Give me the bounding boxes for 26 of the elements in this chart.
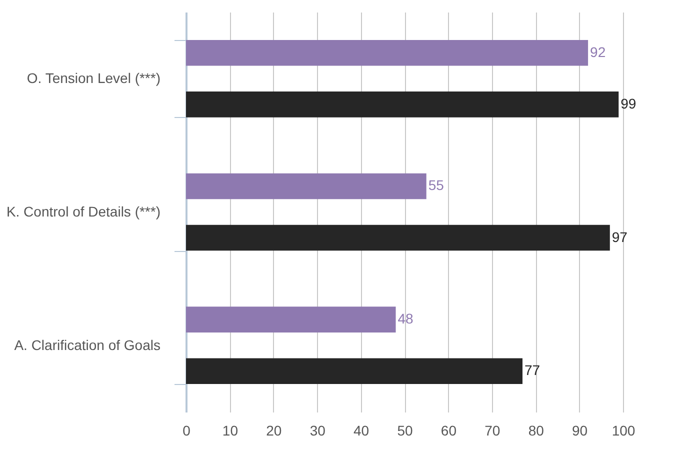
bar <box>186 92 619 118</box>
y-tick-label: K. Control of Details (***) <box>6 204 160 220</box>
x-tick-label: 80 <box>528 422 544 438</box>
bar <box>186 173 426 200</box>
data-label: 77 <box>524 362 540 378</box>
data-label: 92 <box>590 44 606 60</box>
x-tick-label: 0 <box>182 422 191 438</box>
data-label: 97 <box>612 228 628 245</box>
data-label: 48 <box>398 310 414 327</box>
x-tick-label: 20 <box>266 422 282 438</box>
bar <box>186 40 588 66</box>
x-tick-label: 60 <box>440 422 457 438</box>
x-tick-label: 90 <box>572 422 588 438</box>
bar <box>186 224 610 251</box>
y-tick-label: A. Clarification of Goals <box>14 336 160 353</box>
x-tick-label: 50 <box>397 422 413 438</box>
x-tick-label: 100 <box>612 422 636 438</box>
x-tick-label: 30 <box>310 422 326 438</box>
x-tick-label: 70 <box>484 422 500 438</box>
data-label: 99 <box>620 95 636 112</box>
x-tick-label: 10 <box>222 422 238 438</box>
data-label: 55 <box>428 177 444 194</box>
bar <box>186 358 522 384</box>
y-tick-label: O. Tension Level (***) <box>26 70 160 86</box>
x-tick-label: 40 <box>354 422 370 438</box>
bar <box>186 306 396 332</box>
